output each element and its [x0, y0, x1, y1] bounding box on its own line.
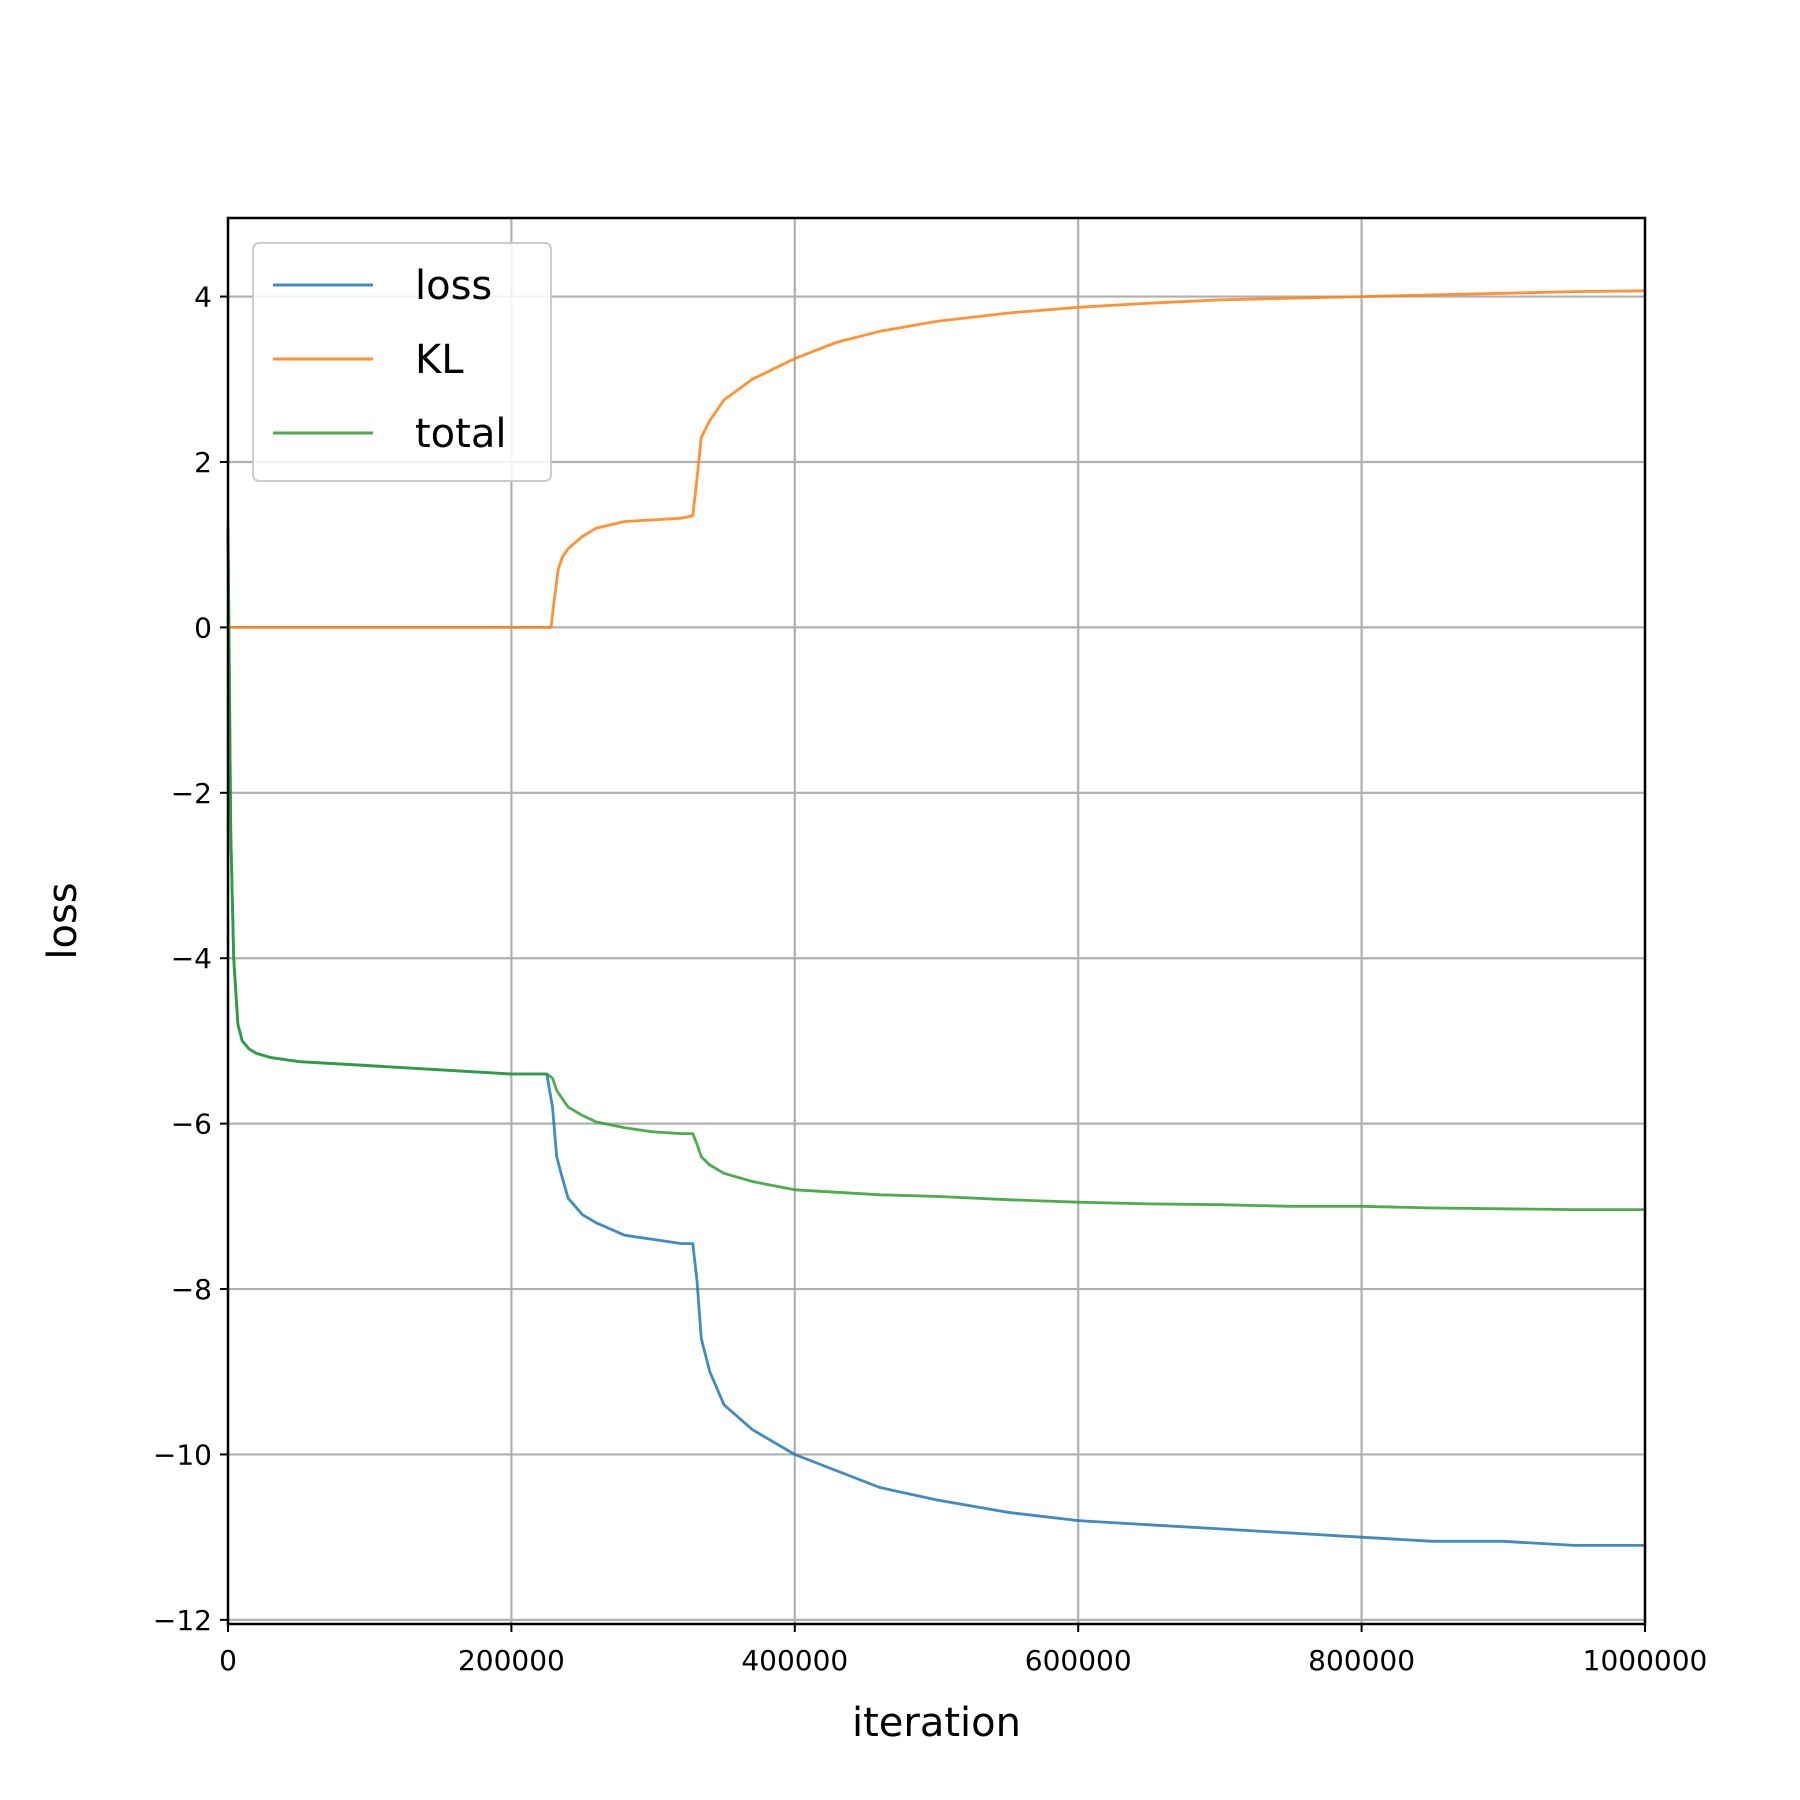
series-layer: [226, 289, 1647, 1547]
y-tick-label: −12: [153, 1604, 212, 1637]
y-tick-label: 2: [194, 446, 212, 479]
x-tick-label: 600000: [1025, 1644, 1132, 1677]
series-line-total: [226, 526, 1647, 1211]
x-tick-label: 1000000: [1583, 1644, 1708, 1677]
legend-label-total: total: [415, 411, 506, 457]
y-tick-label: −2: [171, 777, 212, 810]
plot-frame: [226, 216, 1647, 1626]
x-tick-label: 200000: [458, 1644, 565, 1677]
y-tick-label: 4: [194, 281, 212, 314]
legend: loss KL total: [252, 242, 552, 482]
x-axis-label: iteration: [852, 1700, 1021, 1746]
ticks: 0 200000 400000 600000 800000 1000000 −12 −10 −8…: [153, 281, 1707, 1677]
y-tick-label: −10: [153, 1438, 212, 1471]
y-tick-label: −4: [171, 942, 212, 975]
x-tick-label: 800000: [1308, 1644, 1415, 1677]
legend-label-kl: KL: [415, 337, 464, 383]
y-axis-label: loss: [40, 882, 86, 959]
grid: [226, 218, 1647, 1624]
x-tick-label: 0: [219, 1644, 237, 1677]
y-tick-label: −8: [171, 1273, 212, 1306]
legend-label-loss: loss: [415, 263, 492, 309]
series-line-kl: [226, 289, 1647, 629]
y-tick-label: 0: [194, 611, 212, 644]
x-tick-label: 400000: [741, 1644, 848, 1677]
y-tick-label: −6: [171, 1108, 212, 1141]
legend-box: [252, 242, 552, 482]
